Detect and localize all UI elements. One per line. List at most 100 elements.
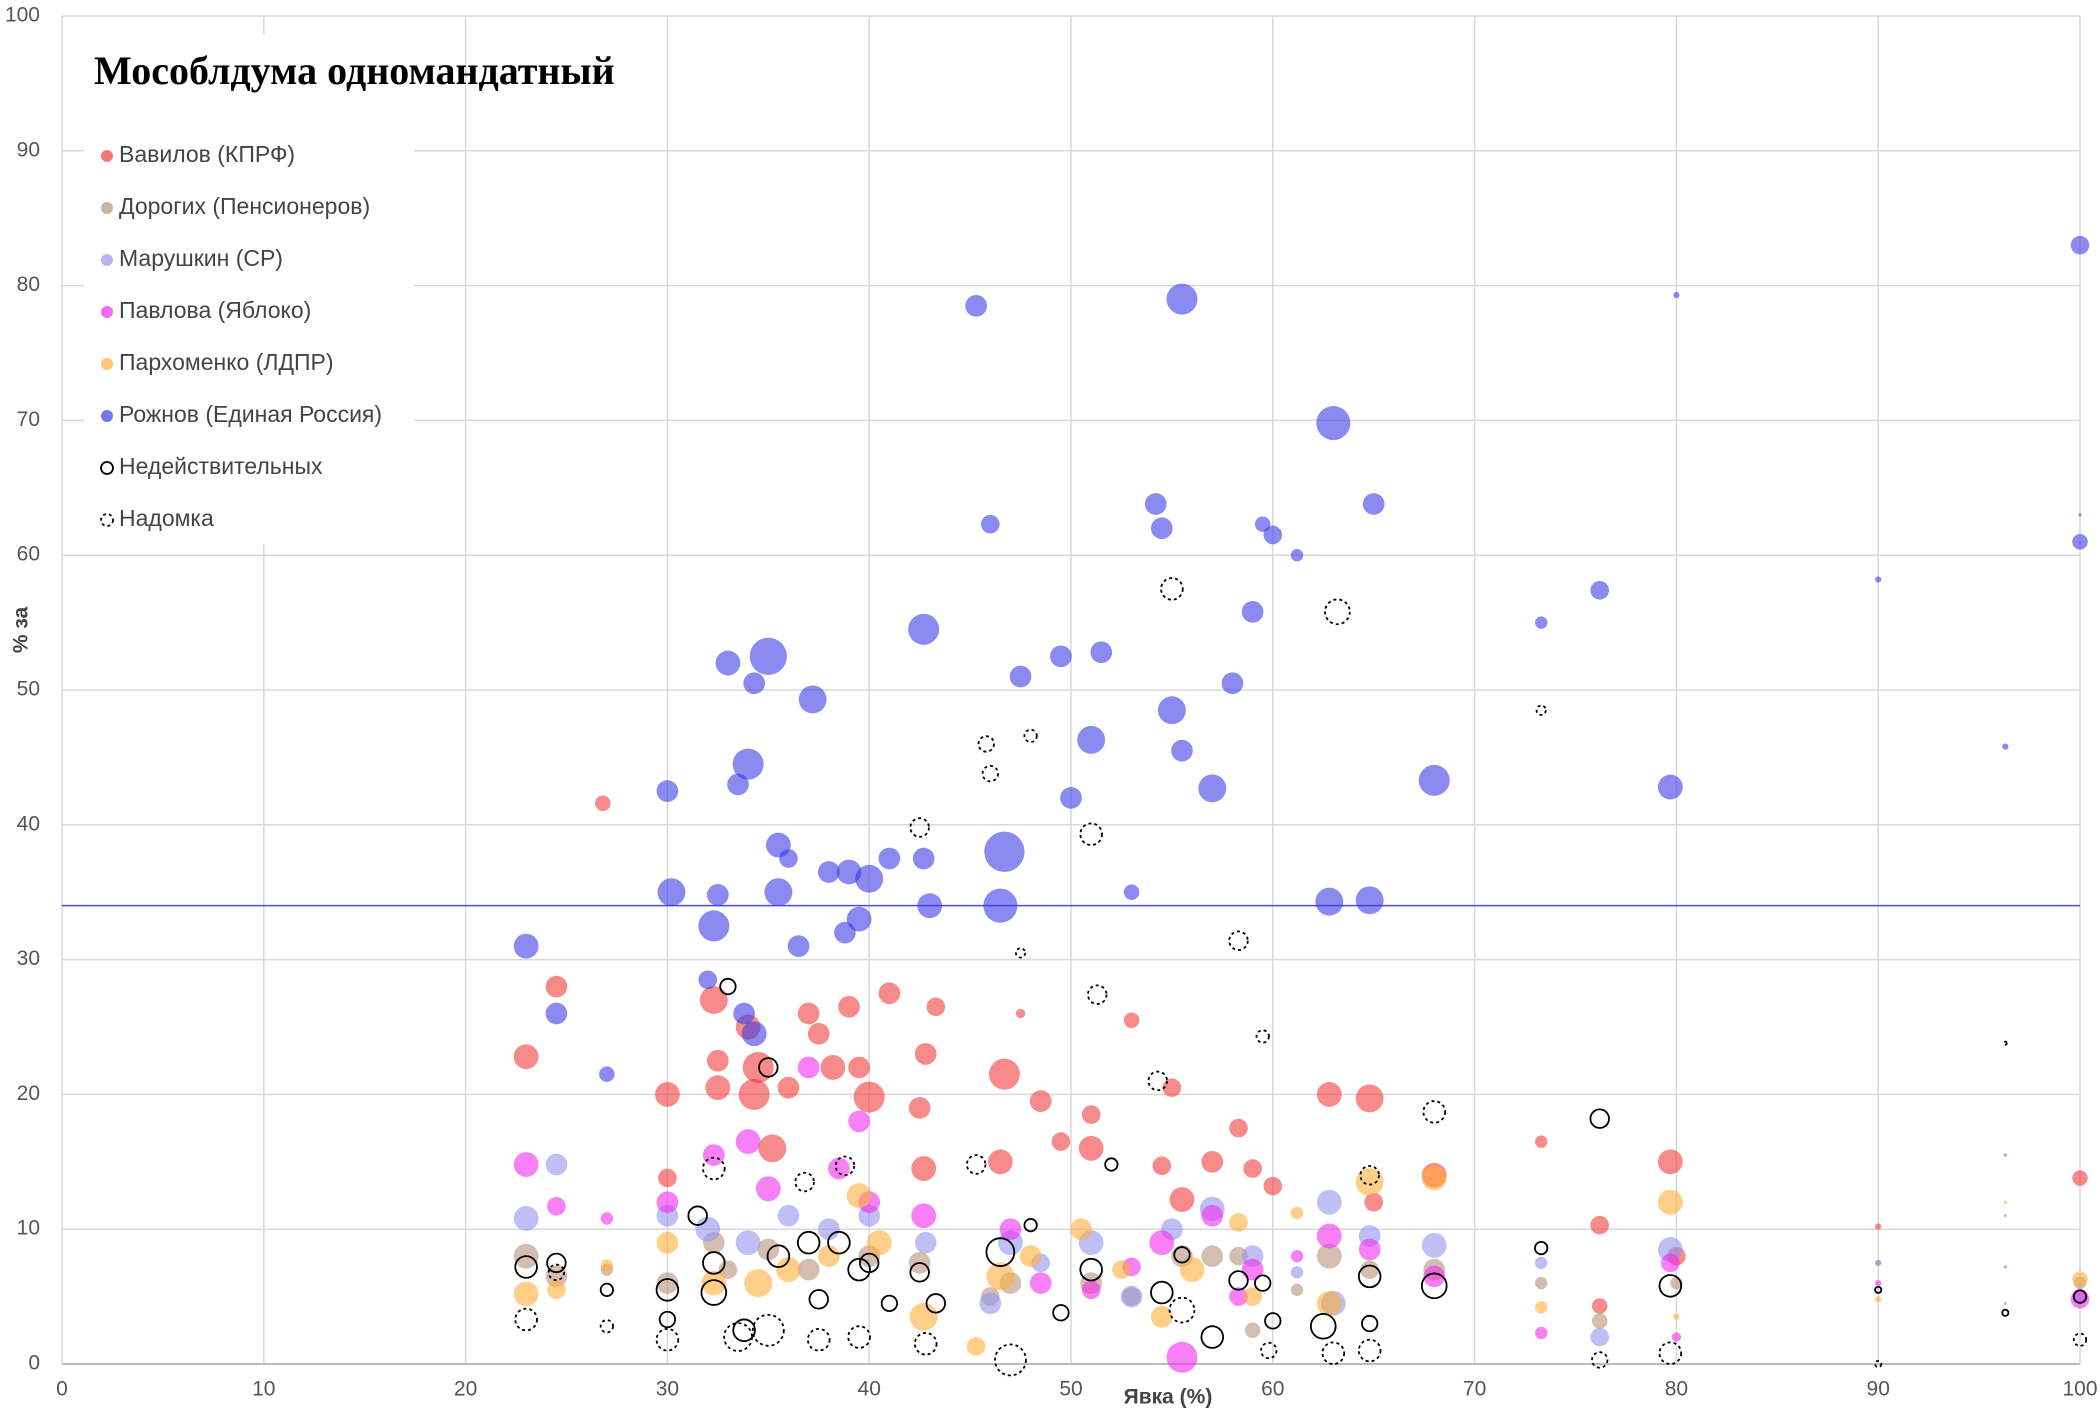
bubble bbox=[1201, 1204, 1224, 1227]
legend-box bbox=[84, 34, 414, 544]
bubble bbox=[699, 986, 728, 1014]
bubble bbox=[834, 1155, 856, 1177]
bubble bbox=[1875, 576, 1882, 583]
legend-marker bbox=[101, 202, 113, 214]
bubble bbox=[702, 1251, 726, 1275]
bubble bbox=[1087, 984, 1108, 1005]
bubble bbox=[909, 1302, 938, 1331]
bubble bbox=[2003, 1214, 2007, 1218]
bubble bbox=[1364, 1192, 1383, 1212]
bubble bbox=[2072, 1271, 2088, 1287]
bubble bbox=[655, 1278, 680, 1302]
bubble bbox=[2003, 1200, 2007, 1204]
bubble bbox=[1316, 1290, 1342, 1316]
bubble bbox=[1657, 1149, 1683, 1175]
bubble bbox=[1263, 1176, 1283, 1196]
bubble bbox=[965, 1154, 987, 1175]
legend-marker bbox=[101, 254, 113, 266]
y-tick-label: 10 bbox=[17, 1217, 40, 1240]
bubble bbox=[2072, 533, 2088, 550]
bubble bbox=[1321, 1341, 1346, 1365]
bubble bbox=[547, 1280, 566, 1300]
legend-label: Пархоменко (ЛДПР) bbox=[119, 349, 334, 375]
bubble bbox=[779, 849, 798, 868]
bubble bbox=[1201, 1150, 1224, 1173]
bubble bbox=[1290, 1283, 1304, 1297]
bubble bbox=[1418, 764, 1450, 796]
bubble bbox=[2070, 1289, 2090, 1309]
bubble bbox=[732, 1318, 756, 1343]
bubble bbox=[701, 1270, 727, 1296]
bubble bbox=[1243, 1159, 1262, 1178]
bubble bbox=[836, 859, 862, 885]
bubble bbox=[2001, 1308, 2010, 1317]
bubble bbox=[2003, 1153, 2007, 1157]
bubble bbox=[655, 1082, 680, 1107]
bubble bbox=[513, 1206, 539, 1231]
bubble bbox=[698, 910, 730, 942]
bubble bbox=[695, 1216, 721, 1242]
x-tick-label: 30 bbox=[656, 1378, 679, 1401]
bubble bbox=[794, 1171, 815, 1193]
bubble bbox=[1079, 822, 1103, 846]
bubble bbox=[547, 1263, 566, 1281]
x-tick-label: 20 bbox=[454, 1378, 477, 1401]
bubble bbox=[2003, 1265, 2007, 1269]
legend-label: Дорогих (Пенсионеров) bbox=[119, 193, 370, 219]
bubble bbox=[1657, 1237, 1683, 1262]
bubble bbox=[1657, 1189, 1683, 1215]
bubble bbox=[735, 1129, 761, 1154]
bubble bbox=[1290, 549, 1304, 562]
bubble bbox=[1420, 1272, 1448, 1300]
bubble bbox=[880, 1294, 899, 1312]
bubble bbox=[855, 864, 884, 893]
bubble bbox=[1534, 1326, 1548, 1340]
bubble bbox=[1029, 1272, 1052, 1294]
bubble bbox=[987, 1149, 1013, 1175]
bubble bbox=[985, 1237, 1016, 1267]
bubble bbox=[1264, 1312, 1282, 1330]
bubble bbox=[1078, 1135, 1104, 1161]
bubble bbox=[980, 514, 1000, 534]
bubble bbox=[1355, 1084, 1384, 1113]
bubble bbox=[988, 1058, 1020, 1090]
bubble bbox=[914, 1231, 937, 1254]
bubble bbox=[1657, 774, 1683, 800]
bubble bbox=[1290, 1266, 1304, 1279]
bubble bbox=[656, 1272, 679, 1294]
bubble bbox=[758, 1057, 779, 1078]
legend-label: Недействительных bbox=[119, 453, 323, 479]
bubble bbox=[727, 773, 749, 796]
bubble bbox=[1359, 1165, 1380, 1186]
bubble bbox=[547, 1196, 566, 1216]
bubble bbox=[911, 1203, 937, 1229]
bubble bbox=[981, 764, 999, 783]
y-tick-label: 0 bbox=[28, 1352, 40, 1375]
bubble bbox=[2072, 1332, 2088, 1347]
x-tick-label: 80 bbox=[1665, 1378, 1688, 1401]
bubble bbox=[1229, 1213, 1248, 1232]
bubble bbox=[599, 1066, 615, 1082]
bubble bbox=[965, 294, 988, 317]
bubble bbox=[1179, 1257, 1205, 1283]
bubble bbox=[1051, 1132, 1071, 1151]
bubble bbox=[797, 1002, 820, 1025]
x-tick-label: 0 bbox=[56, 1378, 68, 1401]
bubble bbox=[797, 1056, 820, 1079]
bubble bbox=[1260, 1341, 1278, 1360]
bubble bbox=[847, 1325, 871, 1349]
bubble bbox=[1355, 886, 1384, 915]
x-tick-label: 90 bbox=[1867, 1378, 1890, 1401]
bubble bbox=[1168, 1296, 1196, 1324]
bubble bbox=[1171, 739, 1193, 762]
bubble bbox=[1589, 1108, 1610, 1129]
bubble bbox=[599, 1282, 614, 1297]
bubble bbox=[1658, 1274, 1683, 1298]
bubble bbox=[1023, 1218, 1038, 1233]
bubble bbox=[878, 847, 901, 870]
bubble bbox=[828, 1157, 850, 1180]
bubble bbox=[1050, 645, 1072, 668]
bubble bbox=[1081, 1105, 1101, 1124]
bubble bbox=[751, 1313, 785, 1347]
bubble bbox=[1874, 1285, 1883, 1294]
